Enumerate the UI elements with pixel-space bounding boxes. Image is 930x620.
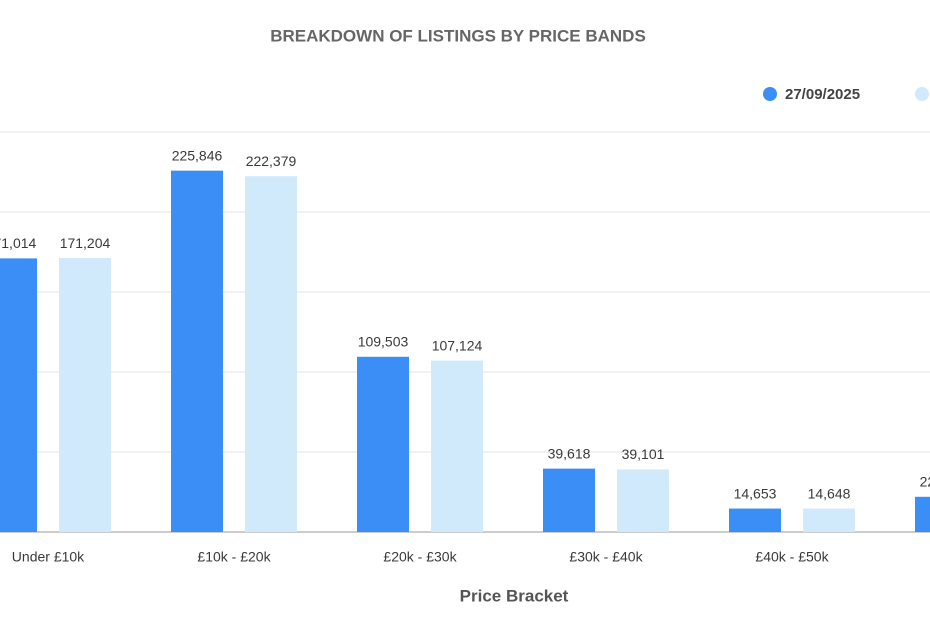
data-label: 222,379: [246, 153, 297, 169]
bar: [729, 508, 781, 532]
bar: [171, 170, 223, 532]
data-label: 171,204: [60, 235, 111, 251]
data-label: 171,014: [0, 235, 37, 251]
x-axis-title: Price Bracket: [460, 586, 569, 605]
legend-marker: [915, 87, 929, 101]
chart-title: BREAKDOWN OF LISTINGS BY PRICE BANDS: [270, 26, 646, 45]
x-tick-label: Under £10k: [12, 549, 85, 565]
data-label: 109,503: [358, 333, 409, 349]
bar: [431, 360, 483, 532]
data-label: 22,000: [920, 474, 930, 490]
legend-marker: [763, 87, 777, 101]
x-tick-label: £20k - £30k: [383, 549, 457, 565]
bar: [543, 468, 595, 532]
data-label: 225,846: [172, 147, 223, 163]
data-label: 14,653: [734, 485, 777, 501]
bar: [59, 258, 111, 532]
bar: [617, 469, 669, 532]
data-label: 39,618: [548, 445, 591, 461]
bar: [0, 258, 37, 532]
data-label: 14,648: [808, 485, 851, 501]
bar: [357, 356, 409, 532]
data-label: 107,124: [432, 337, 483, 353]
bar: [915, 496, 930, 532]
x-tick-label: £30k - £40k: [569, 549, 643, 565]
x-tick-label: £40k - £50k: [755, 549, 829, 565]
bar: [245, 176, 297, 532]
x-tick-label: £10k - £20k: [197, 549, 271, 565]
data-label: 39,101: [622, 446, 665, 462]
bar: [803, 508, 855, 532]
legend-label: 27/09/2025: [785, 86, 860, 103]
